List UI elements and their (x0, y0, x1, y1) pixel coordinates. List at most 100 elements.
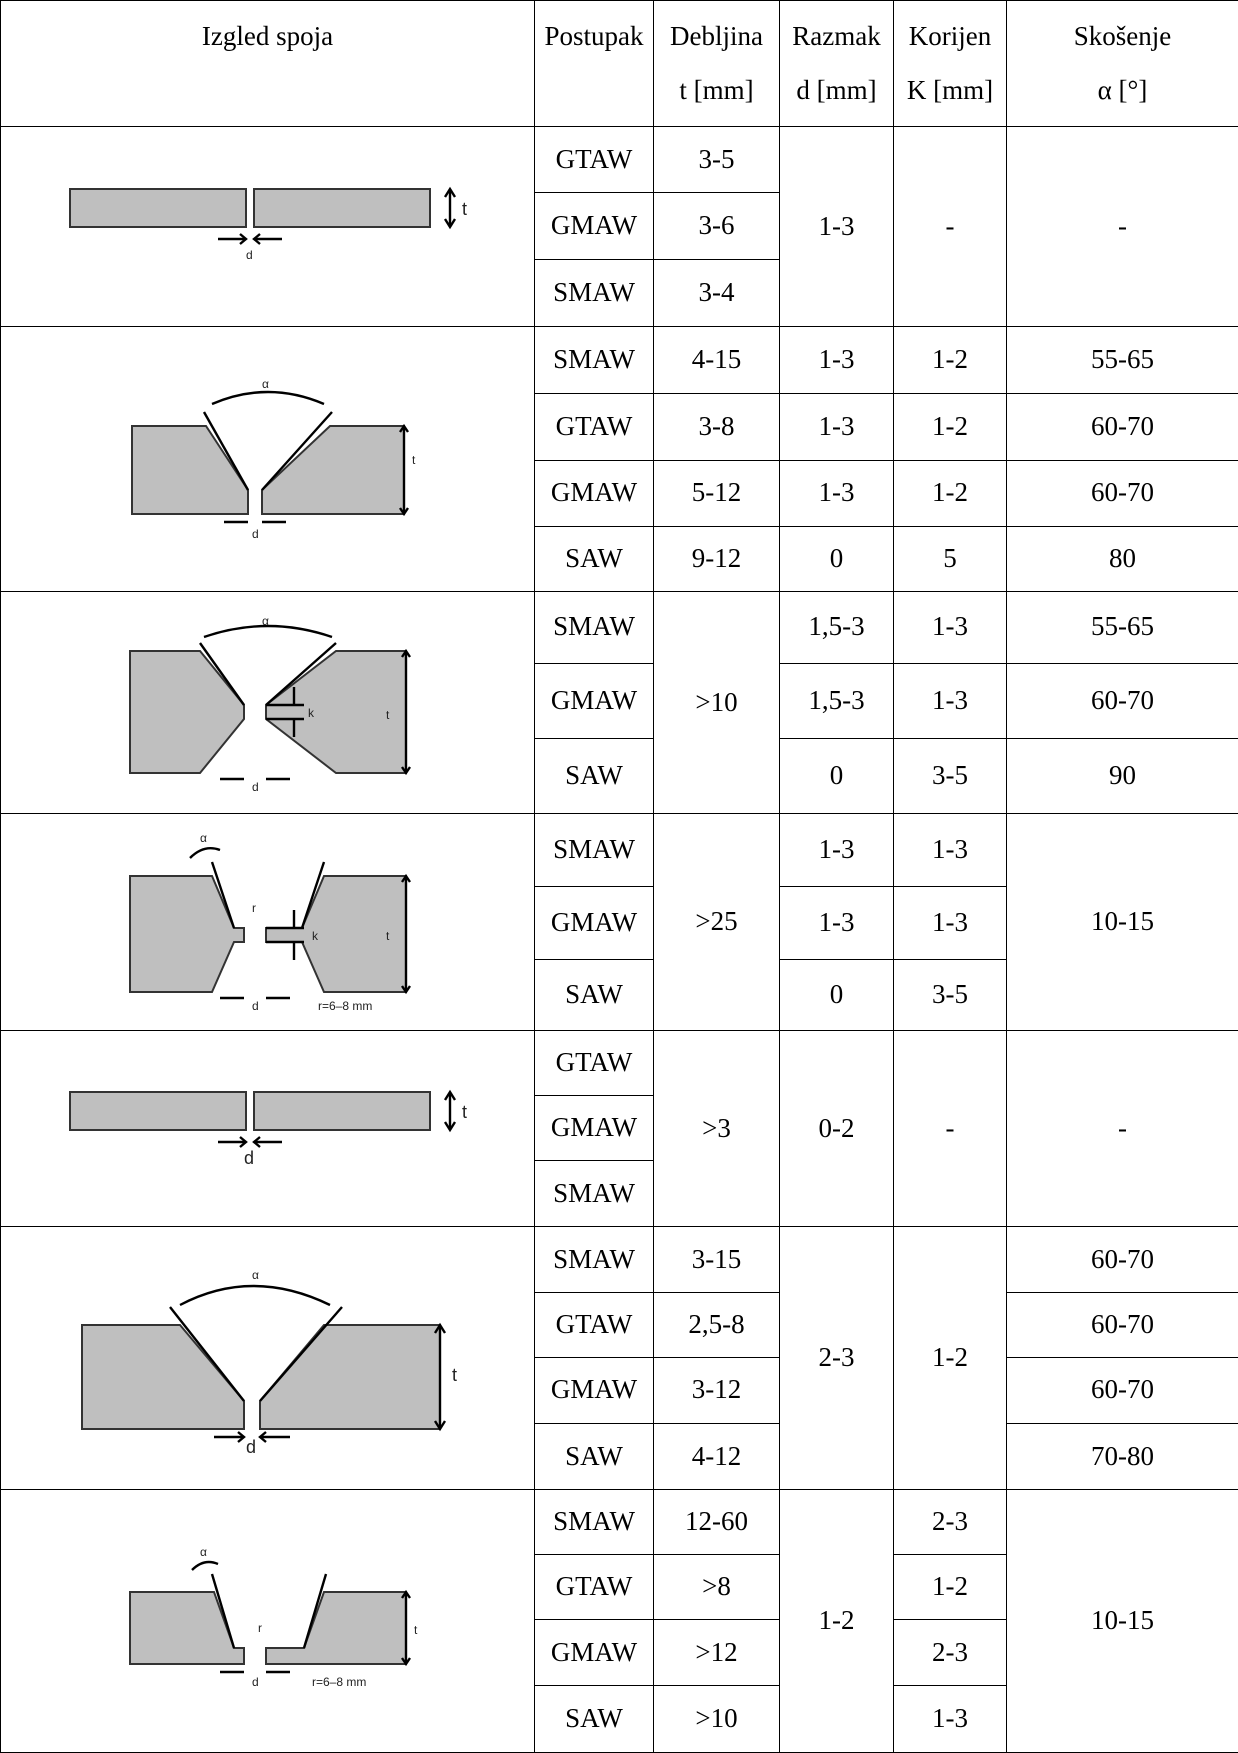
process-cell: SAW (534, 1684, 654, 1753)
root-cell: 1-2 (893, 459, 1007, 527)
process-cell: GMAW (534, 1356, 654, 1424)
process-cell: GMAW (534, 1095, 654, 1162)
bevel-angle-cell: 55-65 (1006, 325, 1238, 395)
table-row: GTAW 2,5-8 60-70 (1, 1291, 1238, 1358)
root-cell: 2-3 (893, 1489, 1007, 1556)
bevel-angle-cell: 60-70 (1006, 662, 1238, 739)
dimension-label: t (414, 1623, 418, 1637)
table-row: GMAW 1-3 1-3 (1, 886, 1238, 961)
table-row: GMAW 5-12 1-3 1-2 60-70 (1, 459, 1238, 527)
gap-cell: 1-3 (779, 325, 894, 395)
root-cell: 1-2 (893, 1554, 1007, 1621)
process-cell: GTAW (534, 125, 654, 194)
dimension-label: t (462, 1102, 467, 1122)
root-cell: 2-3 (893, 1619, 1007, 1686)
table-row: GMAW 3-12 60-70 (1, 1356, 1238, 1424)
bevel-angle-cell: 80 (1006, 525, 1238, 592)
table-row: SAW >10 1-3 (1, 1684, 1238, 1753)
thickness-cell: 12-60 (653, 1489, 780, 1556)
header-root: Korijen K [mm] (893, 0, 1007, 127)
bevel-angle-cell: - (1006, 1029, 1238, 1228)
single-v-groove-large-icon: α t d (80, 1268, 457, 1453)
table-row: GTAW >8 1-2 (1, 1554, 1238, 1621)
process-cell: SAW (534, 737, 654, 815)
dimension-label: k (312, 929, 319, 943)
header-bevel-angle: Skošenje α [°] (1006, 0, 1238, 127)
gap-cell: 1-3 (779, 459, 894, 527)
header-label: Razmak (792, 20, 881, 51)
thickness-cell: >10 (653, 1684, 780, 1753)
dimension-label: d (246, 248, 253, 262)
dimension-label: α (200, 1546, 207, 1559)
process-cell: GTAW (534, 1291, 654, 1358)
process-cell: GMAW (534, 1619, 654, 1686)
single-v-groove-icon: α t d (130, 377, 416, 541)
bevel-angle-cell: 10-15 (1006, 1489, 1238, 1753)
table-row: SAW 4-12 70-80 (1, 1422, 1238, 1491)
gap-cell: 2-3 (779, 1226, 894, 1491)
process-cell: SMAW (534, 1489, 654, 1556)
gap-cell: 0-2 (779, 1029, 894, 1228)
header-label: t [mm] (679, 74, 754, 105)
thickness-cell: >10 (653, 590, 780, 815)
bevel-angle-cell: 60-70 (1006, 1291, 1238, 1358)
bevel-angle-cell: - (1006, 126, 1238, 327)
table-row: SMAW (1, 1160, 1238, 1228)
bevel-angle-cell: 60-70 (1006, 1226, 1238, 1293)
thickness-cell: >3 (653, 1029, 780, 1228)
process-cell: SAW (534, 1422, 654, 1491)
gap-cell: 0 (779, 959, 894, 1031)
double-u-groove-icon: α r k t d r=6–8 mm (128, 832, 411, 1012)
thickness-cell: 9-12 (653, 525, 780, 592)
gap-cell: 1,5-3 (779, 662, 894, 739)
double-v-groove-icon: α k t d (128, 615, 411, 791)
root-cell: 1-3 (893, 590, 1007, 664)
table-row: GMAW 1,5-3 1-3 60-70 (1, 662, 1238, 739)
thickness-cell: >25 (653, 813, 780, 1031)
dimension-label: d (246, 1437, 256, 1453)
process-cell: SMAW (534, 258, 654, 327)
root-cell: 1-3 (893, 1684, 1007, 1753)
joint-figure: α r t d r=6–8 mm (0, 1489, 535, 1753)
gap-cell: 1-3 (779, 886, 894, 961)
dimension-label: r=6–8 mm (318, 999, 372, 1012)
root-cell: - (893, 1029, 1007, 1228)
process-cell: GMAW (534, 192, 654, 260)
process-cell: GTAW (534, 1554, 654, 1621)
process-cell: GMAW (534, 459, 654, 527)
thickness-cell: 3-15 (653, 1226, 780, 1293)
thickness-cell: 3-5 (653, 125, 780, 194)
header-label: α [°] (1097, 74, 1148, 105)
dimension-label: t (462, 199, 467, 219)
header-process: Postupak (534, 0, 654, 127)
thickness-cell: 3-12 (653, 1356, 780, 1424)
gap-cell: 0 (779, 525, 894, 592)
process-cell: SAW (534, 525, 654, 592)
bevel-angle-cell: 70-80 (1006, 1422, 1238, 1491)
dimension-label: r (252, 901, 256, 915)
dimension-label: d (252, 1675, 259, 1689)
header-joint-appearance: Izgled spoja (0, 0, 535, 127)
dimension-label: α (252, 1268, 259, 1282)
process-cell: SMAW (534, 1160, 654, 1228)
process-cell: GTAW (534, 1029, 654, 1097)
process-cell: SMAW (534, 590, 654, 664)
joint-figure: α r k t d r=6–8 mm (0, 813, 535, 1031)
header-thickness: Debljina t [mm] (653, 0, 780, 127)
dimension-label: d (244, 1148, 254, 1168)
thickness-cell: >12 (653, 1619, 780, 1686)
thickness-cell: 2,5-8 (653, 1291, 780, 1358)
joint-figure: t d (0, 1029, 535, 1228)
joint-figure: t d (0, 126, 535, 327)
root-cell: 1-2 (893, 325, 1007, 395)
single-u-groove-icon: α r t d r=6–8 mm (128, 1546, 418, 1689)
bevel-angle-cell: 60-70 (1006, 1356, 1238, 1424)
header-label: K [mm] (906, 74, 994, 105)
joint-figure: α t d (0, 1226, 535, 1491)
dimension-label: α (262, 377, 269, 391)
dimension-label: t (386, 929, 390, 943)
process-cell: GMAW (534, 886, 654, 961)
dimension-label: d (252, 527, 259, 541)
header-label: Korijen (908, 20, 992, 51)
table-row: SAW 0 3-5 90 (1, 737, 1238, 815)
